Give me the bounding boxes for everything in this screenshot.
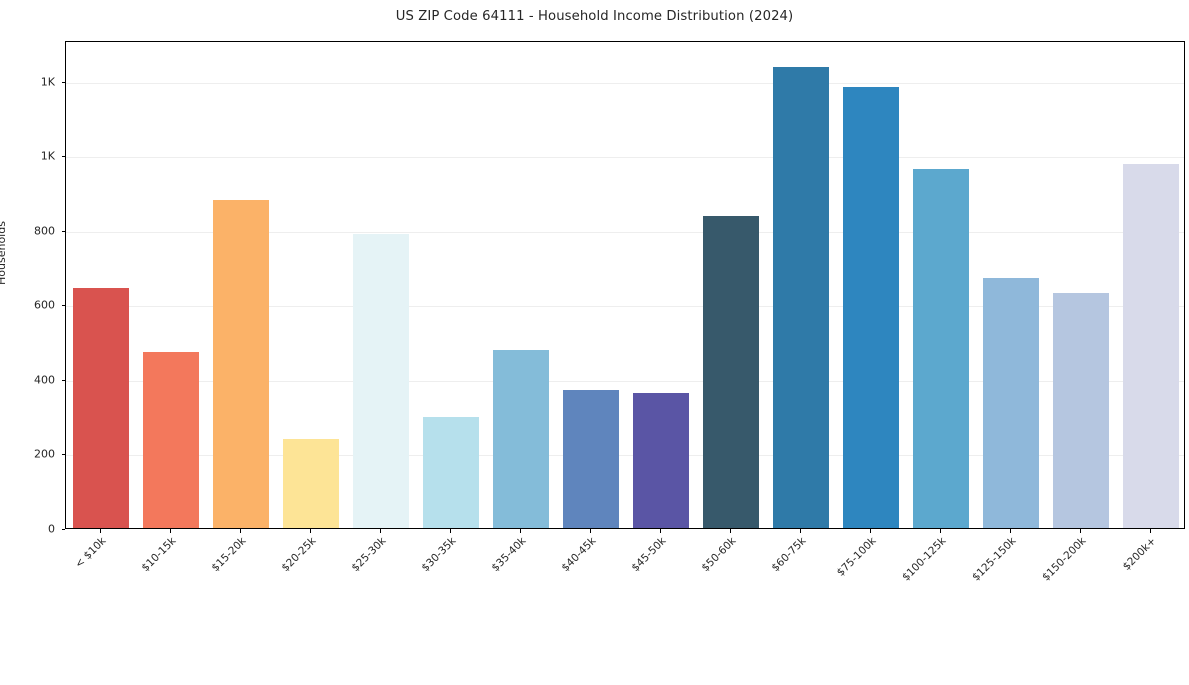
bar[interactable] — [913, 168, 969, 528]
x-tick-label: $40-45k — [559, 535, 599, 575]
y-tick-label: 1K — [40, 149, 55, 163]
x-tick-label: $200k+ — [1120, 535, 1159, 573]
gridline — [66, 306, 1184, 308]
x-tick-label: $45-50k — [629, 535, 669, 575]
bar[interactable] — [73, 287, 129, 528]
y-tick-mark — [61, 230, 65, 232]
x-tick-label: $150-200k — [1039, 535, 1089, 584]
y-tick-mark — [61, 305, 65, 307]
y-tick-mark — [61, 529, 65, 530]
bar[interactable] — [703, 215, 759, 528]
x-tick-mark — [1080, 529, 1081, 533]
x-tick-label: $50-60k — [699, 535, 739, 575]
bar[interactable] — [633, 393, 689, 528]
x-tick-mark — [520, 529, 521, 533]
y-tick-label: 600 — [34, 298, 55, 312]
bar[interactable] — [493, 349, 549, 528]
chart-title: US ZIP Code 64111 - Household Income Dis… — [395, 9, 794, 24]
x-tick-mark — [590, 529, 591, 533]
y-tick-label: 400 — [34, 373, 55, 387]
x-tick-mark — [1150, 529, 1151, 533]
bar[interactable] — [1053, 292, 1109, 528]
y-tick-mark — [61, 81, 65, 83]
bar[interactable] — [563, 390, 619, 528]
bar[interactable] — [983, 278, 1039, 528]
x-tick-label: $75-100k — [834, 535, 879, 579]
y-tick-mark — [61, 454, 65, 456]
x-tick-label: $125-150k — [969, 535, 1019, 584]
chart-figure: US ZIP Code 64111 - Household Income Dis… — [0, 9, 1185, 584]
bar[interactable] — [213, 200, 269, 528]
y-tick-mark — [61, 379, 65, 381]
x-tick-label: $20-25k — [279, 535, 319, 575]
y-tick-label: 1K — [40, 75, 55, 89]
bar[interactable] — [843, 86, 899, 528]
x-tick-mark — [380, 529, 381, 533]
x-tick-mark — [870, 529, 871, 533]
y-axis-label: Households — [0, 221, 8, 285]
y-tick-label: 0 — [48, 522, 55, 536]
y-tick-label: 200 — [34, 447, 55, 461]
x-tick-mark — [660, 529, 661, 533]
gridline — [66, 455, 1184, 457]
plot-area — [65, 41, 1185, 529]
bar[interactable] — [1123, 164, 1179, 528]
x-tick-label: $60-75k — [769, 535, 809, 575]
bar[interactable] — [423, 417, 479, 528]
x-tick-label: $10-15k — [139, 535, 179, 575]
x-tick-mark — [310, 529, 311, 533]
bar[interactable] — [283, 438, 339, 528]
gridline — [66, 231, 1184, 233]
bar[interactable] — [773, 66, 829, 528]
y-tick-mark — [61, 156, 65, 158]
x-tick-mark — [1010, 529, 1011, 533]
x-tick-label: $25-30k — [349, 535, 389, 575]
gridline — [66, 157, 1184, 159]
x-tick-label: $15-20k — [209, 535, 249, 575]
gridline — [66, 82, 1184, 84]
bar[interactable] — [353, 234, 409, 528]
x-tick-mark — [800, 529, 801, 533]
x-tick-mark — [730, 529, 731, 533]
x-tick-mark — [170, 529, 171, 533]
x-tick-mark — [940, 529, 941, 533]
gridline — [66, 380, 1184, 382]
x-tick-label: $100-125k — [899, 535, 949, 584]
y-tick-label: 800 — [34, 224, 55, 238]
x-tick-label: $35-40k — [489, 535, 529, 575]
x-tick-mark — [450, 529, 451, 533]
x-tick-label: $30-35k — [419, 535, 459, 575]
x-tick-mark — [240, 529, 241, 533]
bar[interactable] — [143, 352, 199, 528]
x-tick-mark — [100, 529, 101, 533]
